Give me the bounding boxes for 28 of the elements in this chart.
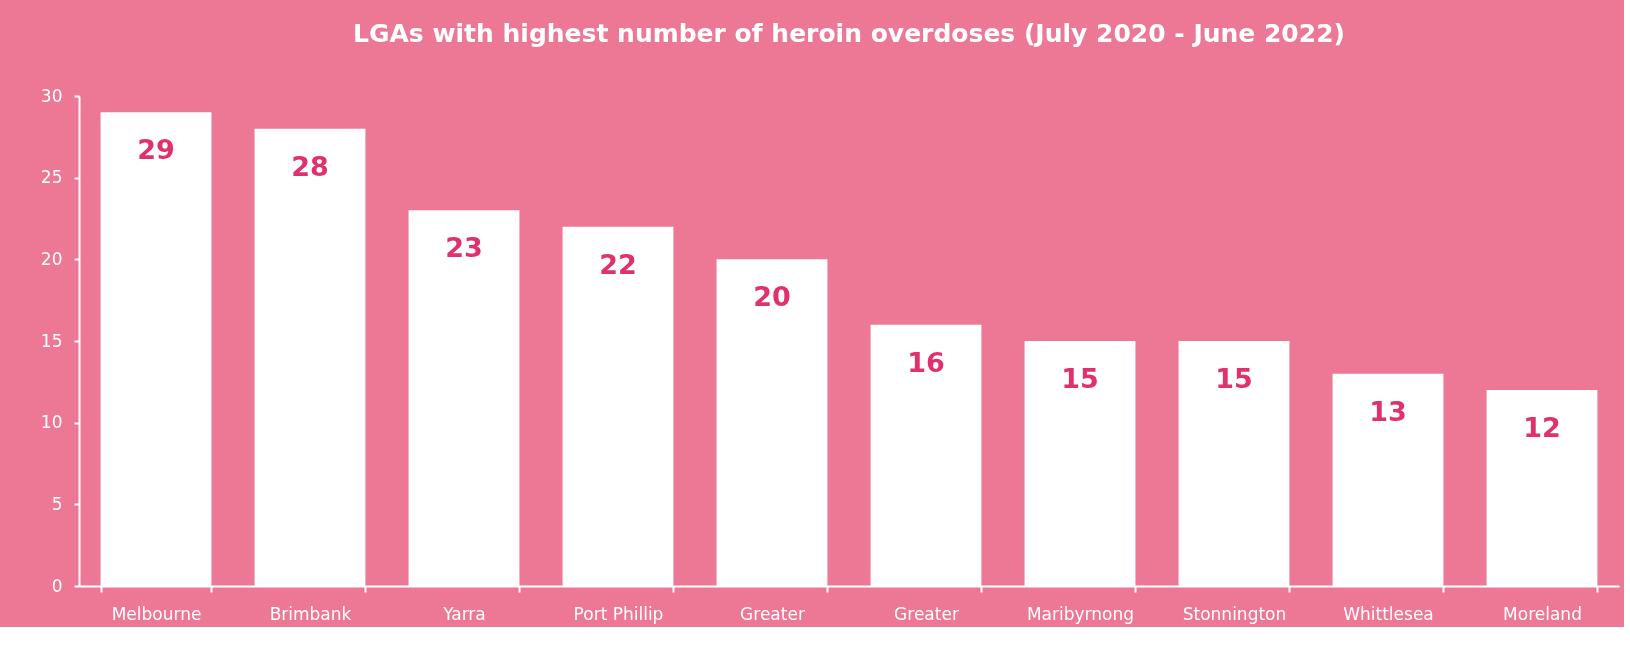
x-tick-label: Maribyrnong <box>1026 603 1135 624</box>
data-label: 12 <box>1523 412 1561 443</box>
x-tick-label: Whittlesea <box>1343 603 1434 624</box>
data-label: 22 <box>599 248 637 280</box>
chart-title: LGAs with highest number of heroin overdoses (July 2020 - June 2022) <box>353 19 1345 48</box>
y-tick-label: 10 <box>40 412 63 433</box>
y-tick-label: 0 <box>51 575 63 596</box>
data-label: 13 <box>1369 395 1407 427</box>
x-tick-label: Greater <box>894 603 959 624</box>
y-tick-label: 30 <box>40 85 63 106</box>
x-tick-label: Stonnington <box>1182 603 1287 624</box>
data-label: 28 <box>291 150 329 182</box>
data-label: 16 <box>907 346 945 378</box>
x-tick-label: Brimbank <box>269 603 352 624</box>
x-tick-label: Port Phillip <box>573 603 664 624</box>
y-tick-label: 25 <box>40 167 63 188</box>
data-label: 15 <box>1215 363 1253 394</box>
data-label: 20 <box>753 281 791 313</box>
x-tick-label: Yarra <box>442 603 486 624</box>
x-tick-label: Greater <box>740 603 805 624</box>
data-label: 29 <box>137 134 175 166</box>
data-label: 23 <box>445 232 483 264</box>
y-tick-label: 20 <box>40 248 63 269</box>
data-label: 15 <box>1061 363 1099 394</box>
x-tick-label: Moreland <box>1503 603 1582 624</box>
x-tick-label: Melbourne <box>111 603 202 624</box>
y-tick-label: 15 <box>40 330 63 351</box>
y-tick-label: 5 <box>51 493 63 514</box>
